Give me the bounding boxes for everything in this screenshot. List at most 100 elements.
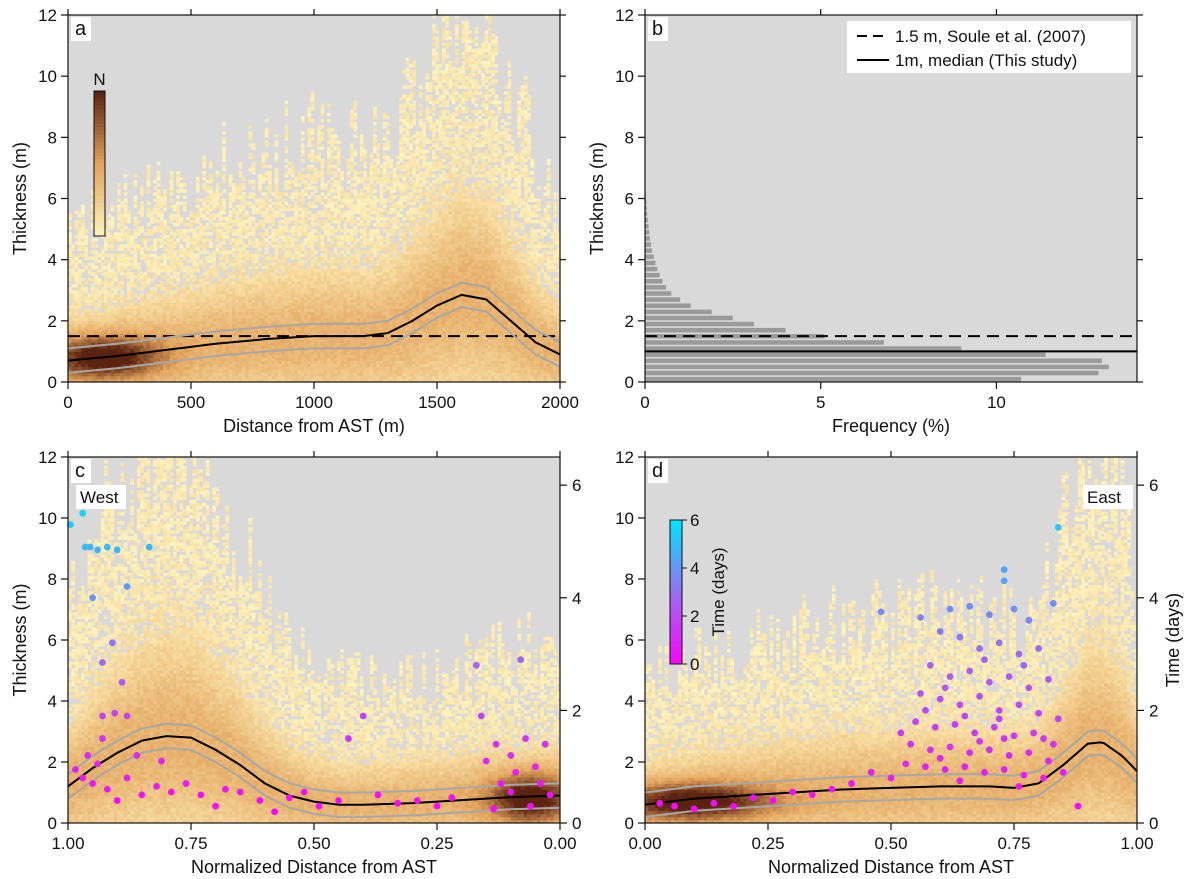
x-axis-label: Frequency (%) <box>832 416 950 436</box>
time-point <box>118 678 126 686</box>
time-point <box>887 774 895 782</box>
density-colorbar: N <box>93 70 106 237</box>
colorbar-segment <box>94 112 105 117</box>
y2-tick-label: 4 <box>572 589 581 608</box>
x-tick-label: 0 <box>640 393 649 412</box>
density-heatmap <box>68 15 561 383</box>
time-point <box>1054 715 1062 723</box>
time-point <box>81 543 89 551</box>
y-tick-label: 4 <box>48 251 57 270</box>
y-tick-label: 8 <box>625 128 634 147</box>
time-points <box>656 523 1082 813</box>
legend-label: 1.5 m, Soule et al. (2007) <box>895 27 1086 46</box>
colorbar-segment <box>94 145 105 150</box>
x-tick-label: 0.25 <box>420 834 453 853</box>
x-axis-label: Distance from AST (m) <box>223 416 405 436</box>
time-point <box>1049 600 1057 607</box>
time-point <box>89 780 96 787</box>
y-tick-label: 2 <box>48 753 57 772</box>
x-tick-label: 0.00 <box>543 834 576 853</box>
time-point <box>315 802 323 810</box>
y2-tick-label: 4 <box>1149 589 1158 608</box>
y-tick-label: 12 <box>615 448 634 467</box>
time-colorbar: 0 2 4 6 Time (days) <box>669 511 728 674</box>
time-point <box>413 797 421 804</box>
y-tick-label: 4 <box>625 251 634 270</box>
time-point <box>86 543 94 551</box>
y2-tick-label: 6 <box>1149 476 1158 495</box>
time-point <box>1015 650 1023 658</box>
histogram-bar <box>645 315 733 321</box>
y-tick-label: 4 <box>625 692 634 711</box>
time-point <box>986 746 993 754</box>
time-point <box>123 712 131 720</box>
colorbar-segment <box>94 109 105 114</box>
x-tick-label: 0.50 <box>874 834 907 853</box>
histogram-bar <box>645 230 650 235</box>
time-point <box>517 656 525 664</box>
time-point <box>79 774 87 782</box>
x-tick-label: 0.50 <box>297 834 330 853</box>
y-tick-label: 6 <box>625 190 634 209</box>
lower-envelope-line <box>67 747 561 818</box>
time-point <box>527 802 534 810</box>
x-tick-label: 500 <box>177 393 205 412</box>
histogram-bar <box>645 236 650 241</box>
time-point <box>99 659 106 666</box>
time-point <box>981 656 988 664</box>
time-point <box>433 802 441 810</box>
histogram-bar <box>645 309 712 315</box>
colorbar-segment <box>94 210 105 215</box>
time-point <box>541 740 549 748</box>
histogram-bar <box>645 279 663 284</box>
y-tick-label: 10 <box>615 509 634 528</box>
histogram-bar <box>645 346 962 351</box>
panel-letter-box <box>71 459 91 483</box>
colorbar-segment <box>94 228 105 233</box>
colorbar-segment <box>94 91 105 96</box>
y-tick-label: 10 <box>38 509 57 528</box>
time-point <box>966 667 974 675</box>
time-point <box>976 692 983 700</box>
panel-a: 0 500 1000 1500 2000 0 2 4 6 8 10 12 Distance from A… <box>10 6 579 436</box>
time-point <box>946 673 954 680</box>
x-tick-label: 0.25 <box>751 834 784 853</box>
time-point <box>907 740 915 748</box>
histogram-bar <box>645 376 1022 382</box>
colorbar-segment <box>94 123 105 128</box>
y-tick-label: 6 <box>625 631 634 650</box>
time-point <box>335 797 342 804</box>
y-tick-label: 10 <box>615 67 634 86</box>
colorbar-segment <box>94 221 105 226</box>
time-point <box>522 735 529 742</box>
y2-tick-label: 0 <box>572 814 581 833</box>
colorbar-segment <box>94 199 105 204</box>
colorbar-segment <box>94 116 105 121</box>
y-tick-label: 4 <box>48 692 57 711</box>
time-point <box>966 749 974 757</box>
colorbar-segment <box>670 588 682 593</box>
colorbar-segment <box>670 656 682 661</box>
x-tick-label: 1.00 <box>1120 834 1153 853</box>
colorbar-segment <box>670 559 682 564</box>
time-point <box>300 788 308 796</box>
colorbar-segment <box>94 120 105 125</box>
colorbar-segment <box>94 159 105 165</box>
time-point <box>113 797 121 804</box>
time-point <box>995 706 1003 714</box>
time-point <box>1000 566 1008 574</box>
time-point <box>730 802 737 810</box>
colorbar-segment <box>94 141 105 146</box>
x-tick-label: 2000 <box>541 393 579 412</box>
lower-envelope-line <box>67 306 561 374</box>
time-point <box>158 757 165 765</box>
y-tick-label: 12 <box>38 6 57 25</box>
histogram-bar <box>645 352 1046 357</box>
time-point <box>656 799 664 807</box>
time-point <box>1000 766 1008 773</box>
colorbar-frame <box>93 90 106 237</box>
colorbar-segment <box>94 101 105 107</box>
histogram-bar <box>645 260 656 266</box>
colorbar-segment <box>94 217 105 223</box>
y-axis-label: Thickness (m) <box>10 142 30 255</box>
